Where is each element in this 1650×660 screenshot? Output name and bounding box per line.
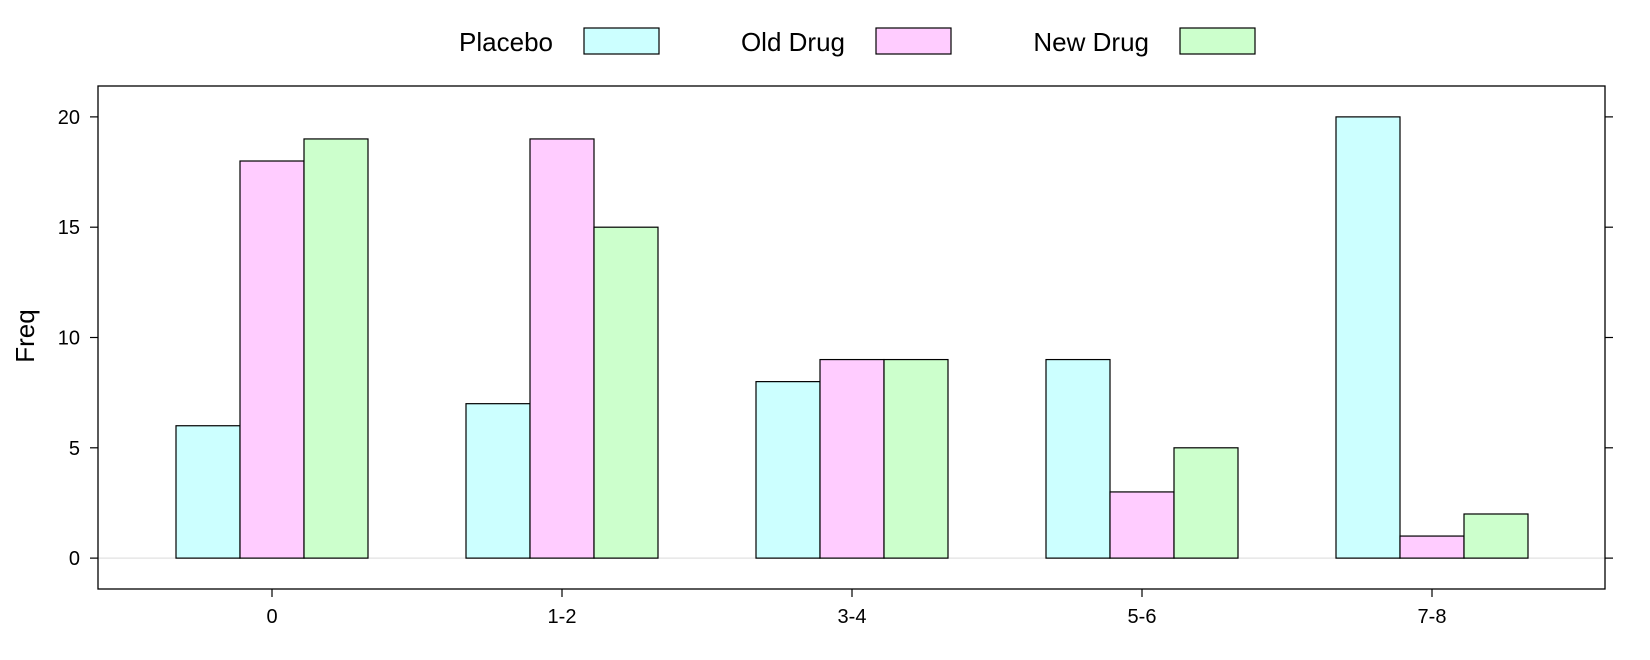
x-tick-label: 3-4 [838,606,867,628]
y-tick-label: 10 [58,328,80,350]
legend-item: Old Drug [741,27,952,57]
legend-label: Old Drug [741,27,845,57]
bar [883,358,949,559]
x-tick-label: 7-8 [1418,606,1447,628]
bar [1399,535,1465,559]
bar [755,381,821,559]
y-tick-label: 5 [69,438,80,460]
bar [593,226,659,559]
legend-item: New Drug [1033,27,1256,57]
plot-area: 0 1-2 3-4 5-6 7-8 0 5 10 15 20 [58,85,1613,628]
legend: Placebo Old Drug New Drug [459,27,1256,57]
bar [303,138,369,559]
bar [175,425,241,559]
bar [1335,116,1401,559]
legend-item: Placebo [459,27,660,57]
bar [1109,491,1175,559]
bar [1463,513,1529,559]
legend-swatch [1179,27,1256,55]
bar [239,160,305,559]
x-tick-label: 5-6 [1128,606,1157,628]
bar [819,358,885,559]
legend-swatch [583,27,660,55]
y-tick-label: 20 [58,107,80,129]
y-axis-label: Freq [10,309,40,362]
bar [529,138,595,559]
y-tick-label: 0 [69,548,80,570]
x-tick-label: 0 [266,606,277,628]
y-tick-label: 15 [58,217,80,239]
bar [1045,358,1111,559]
bar [1173,447,1239,559]
panel-border [97,85,1606,590]
x-tick-label: 1-2 [548,606,577,628]
bar [465,403,531,559]
legend-label: Placebo [459,27,553,57]
legend-swatch [875,27,952,55]
legend-label: New Drug [1033,27,1149,57]
